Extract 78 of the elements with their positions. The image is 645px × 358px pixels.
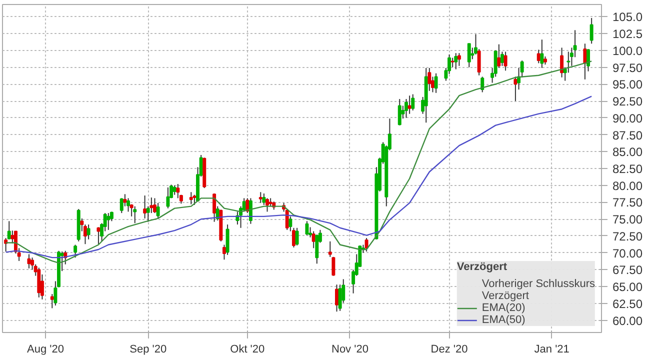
candlestick bbox=[315, 234, 319, 264]
candlestick bbox=[540, 39, 544, 68]
y-tick-label: 60.00 bbox=[612, 314, 643, 328]
candlestick bbox=[467, 43, 471, 68]
candlestick bbox=[192, 194, 196, 206]
candlestick bbox=[457, 52, 461, 66]
y-tick-label: 95.00 bbox=[612, 78, 643, 92]
y-tick-label: 92.50 bbox=[612, 94, 643, 109]
candlestick bbox=[411, 94, 415, 111]
legend-label: EMA(20) bbox=[482, 302, 526, 314]
candlestick bbox=[126, 198, 130, 212]
y-tick-label: 85.00 bbox=[612, 145, 643, 160]
candlestick bbox=[504, 51, 508, 72]
candlestick bbox=[189, 192, 193, 205]
candlestick bbox=[266, 198, 269, 212]
y-tick-label: 87.50 bbox=[612, 128, 643, 142]
candlestick bbox=[288, 216, 292, 232]
candlestick bbox=[176, 184, 180, 199]
x-tick-label: Jan '21 bbox=[534, 344, 570, 356]
candlestick bbox=[172, 184, 176, 196]
candlestick bbox=[480, 76, 484, 93]
y-tick-label: 102.5 bbox=[612, 27, 643, 42]
y-tick-label: 67.50 bbox=[612, 263, 643, 278]
y-tick-label: 90.00 bbox=[612, 111, 643, 126]
y-tick-label: 75.00 bbox=[612, 212, 643, 227]
candlestick bbox=[497, 44, 501, 68]
y-tick-label: 105.0 bbox=[612, 10, 643, 24]
candlestick bbox=[152, 198, 156, 214]
candlestick bbox=[143, 194, 147, 219]
candlestick bbox=[166, 186, 170, 209]
candlestick bbox=[398, 98, 402, 126]
candlestick bbox=[364, 238, 368, 252]
candlestick bbox=[295, 227, 299, 246]
y-tick-label: 77.50 bbox=[612, 196, 643, 210]
candlestick bbox=[212, 192, 216, 222]
y-tick-label: 62.50 bbox=[612, 296, 643, 311]
y-tick-label: 72.50 bbox=[612, 229, 643, 244]
y-tick-label: 65.00 bbox=[612, 280, 643, 294]
candlestick bbox=[332, 256, 336, 276]
candlestick bbox=[434, 72, 438, 94]
y-tick-label: 97.50 bbox=[612, 60, 643, 75]
candlestick bbox=[50, 294, 54, 309]
x-tick-label: Nov '20 bbox=[332, 344, 368, 356]
line-series bbox=[5, 96, 592, 258]
candlestick bbox=[133, 206, 137, 224]
x-tick-label: Sep '20 bbox=[130, 344, 167, 356]
candlestick bbox=[96, 226, 100, 245]
candlestick bbox=[566, 51, 570, 74]
candlestick bbox=[404, 98, 408, 118]
y-tick-label: 80.00 bbox=[612, 178, 643, 193]
x-tick-label: Aug '20 bbox=[27, 344, 64, 356]
candlestick bbox=[86, 224, 90, 240]
legend-label: EMA(50) bbox=[482, 314, 526, 326]
candlestick bbox=[590, 18, 594, 44]
legend-title: Verzögert bbox=[456, 261, 508, 273]
annotation: Verzögert bbox=[482, 290, 529, 302]
annotation: Vorheriger Schlusskurs bbox=[482, 278, 595, 290]
y-tick-label: 70.00 bbox=[612, 246, 643, 260]
candlestick bbox=[583, 43, 587, 80]
candlestick bbox=[37, 267, 41, 298]
candlestick bbox=[560, 47, 564, 78]
x-tick-label: Dez '20 bbox=[430, 344, 468, 356]
candlestick bbox=[156, 202, 160, 219]
candlestick bbox=[335, 284, 338, 312]
candlestick bbox=[450, 57, 454, 68]
candlestick bbox=[74, 244, 78, 258]
candlestick bbox=[27, 254, 31, 269]
candlestick bbox=[305, 220, 309, 236]
candlestick bbox=[258, 192, 262, 204]
candlestick bbox=[454, 52, 458, 70]
y-tick-label: 100.0 bbox=[612, 44, 643, 58]
candlestick bbox=[328, 240, 332, 258]
y-tick-label: 82.50 bbox=[612, 162, 643, 176]
candlestick bbox=[226, 224, 230, 256]
candlestick bbox=[106, 212, 110, 230]
candlestick bbox=[120, 198, 124, 214]
candlestick bbox=[408, 95, 412, 114]
x-tick-label: Okt '20 bbox=[230, 344, 265, 356]
